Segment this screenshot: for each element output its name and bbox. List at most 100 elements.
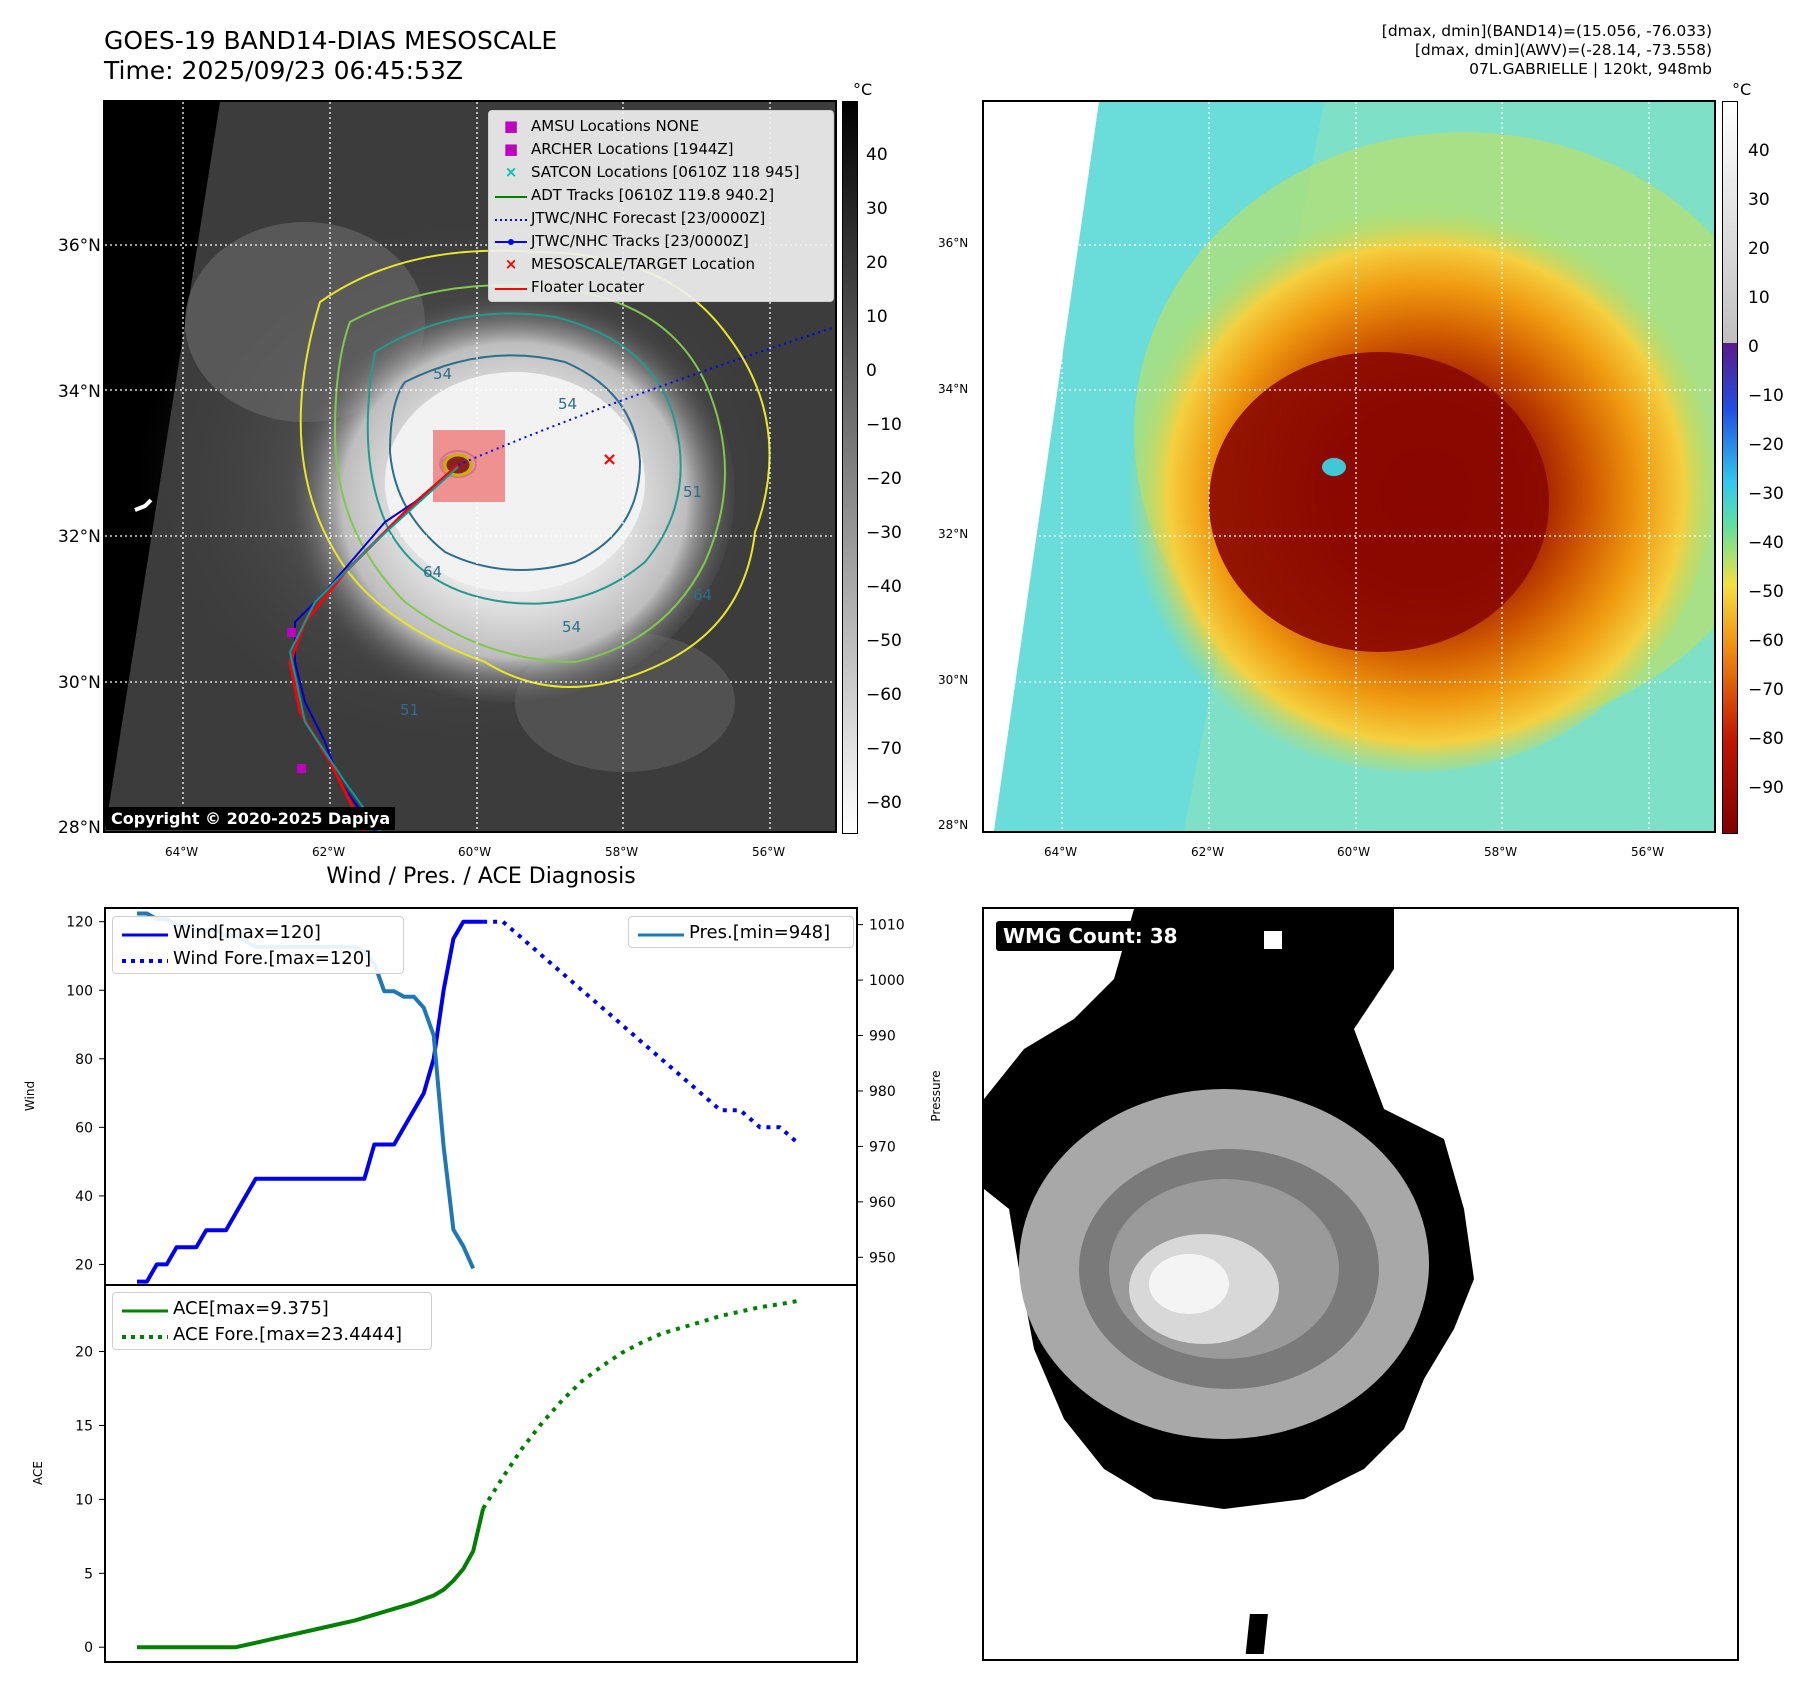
pressure-tick-label: 950 [869, 1250, 896, 1266]
adt-line-icon [491, 186, 531, 204]
pressure-tick-label: 970 [869, 1139, 896, 1155]
gray-colorbar-tick-11: −70 [866, 739, 902, 759]
info-line-1: [dmax, dmin](BAND14)=(15.056, -76.033) [1381, 22, 1712, 40]
ace-line-icon [117, 1298, 173, 1319]
color-colorbar-tick-2: 20 [1748, 239, 1770, 259]
wmg-count-label: WMG Count: 38 [996, 921, 1185, 951]
legend-item-tracks: JTWC/NHC Tracks [23/0000Z] [491, 229, 831, 252]
ace-ticks: 0 5 10 15 20 [75, 1345, 105, 1656]
floater-line-icon [491, 278, 531, 296]
archer-marker-icon: ■ [503, 139, 519, 158]
wind-panel-series-1 [483, 919, 801, 1147]
color-colorbar-tick-3: 10 [1748, 288, 1770, 308]
color-colorbar-unit: °C [1732, 80, 1752, 99]
legend-item-target: × MESOSCALE/TARGET Location [491, 252, 831, 275]
color-colorbar-tick-1: 30 [1748, 190, 1770, 210]
right-lon-tick-62: 62°W [1191, 845, 1225, 859]
contour-label-6: 54 [562, 618, 581, 636]
contour-label-1: 54 [433, 365, 452, 383]
wind-axis-label: Wind [23, 1081, 37, 1111]
ace-axis-label: ACE [31, 1461, 45, 1485]
wind-ticks: 20 40 60 80 100 120 [66, 915, 105, 1273]
wind-tick-label: 80 [75, 1052, 93, 1068]
lon-tick-62: 62°W [312, 845, 346, 859]
contour-label-3: 54 [558, 395, 577, 413]
pressure-tick-label: 1000 [869, 973, 905, 989]
ace-tick-label: 15 [75, 1418, 93, 1434]
color-colorbar-tick-5: −10 [1748, 386, 1784, 406]
wind-tick-label: 60 [75, 1120, 93, 1136]
lon-tick-60: 60°W [458, 845, 492, 859]
legend-item-amsu: ■ AMSU Locations NONE [491, 114, 831, 137]
wind-tick-label: 40 [75, 1189, 93, 1205]
color-colorbar-tick-13: −90 [1748, 778, 1784, 798]
pressure-tick-label: 980 [869, 1084, 896, 1100]
ace-forecast-dotted-icon [117, 1324, 173, 1345]
gray-colorbar-tick-2: 20 [866, 253, 888, 273]
right-lon-tick-58: 58°W [1484, 845, 1518, 859]
wind-panel-series-0 [137, 919, 484, 1284]
lat-tick-28: 28°N [58, 818, 101, 838]
right-lat-tick-34: 34°N [938, 382, 969, 396]
lon-tick-58: 58°W [605, 845, 639, 859]
legend-wind: Wind[max=120] [117, 919, 399, 945]
right-lat-tick-28: 28°N [938, 818, 969, 832]
pressure-axis-label: Pressure [929, 1070, 943, 1121]
gray-colorbar-tick-6: −20 [866, 469, 902, 489]
wmg-image [984, 909, 1474, 1654]
gray-colorbar-tick-1: 30 [866, 199, 888, 219]
gray-colorbar-tick-9: −50 [866, 631, 902, 651]
pressure-tick-label: 990 [869, 1029, 896, 1045]
ace-tick-label: 0 [84, 1640, 93, 1656]
contour-label-7: 51 [400, 701, 419, 719]
map-legend: ■ AMSU Locations NONE ■ ARCHER Locations… [488, 110, 834, 302]
lat-tick-30: 30°N [58, 673, 101, 693]
gray-colorbar-tick-3: 10 [866, 307, 888, 327]
right-lat-tick-36: 36°N [938, 236, 969, 250]
legend-ace-forecast: ACE Fore.[max=23.4444] [117, 1321, 427, 1347]
color-colorbar-tick-6: −20 [1748, 435, 1784, 455]
pressure-ticks: 950 960 970 980 990 1000 1010 [857, 918, 905, 1266]
title-line-1: GOES-19 BAND14-DIAS MESOSCALE [104, 26, 558, 55]
amsu-marker-icon: ■ [503, 116, 519, 135]
gray-colorbar-tick-8: −40 [866, 577, 902, 597]
legend-item-archer: ■ ARCHER Locations [1944Z] [491, 137, 831, 160]
ace-panel-series-0 [137, 1508, 486, 1650]
diagnosis-lines [137, 911, 801, 1650]
legend-ace: ACE[max=9.375] [117, 1295, 427, 1321]
tracks-line-dot-icon [491, 232, 531, 250]
right-lon-tick-56: 56°W [1631, 845, 1665, 859]
gray-colorbar-tick-4: 0 [866, 361, 877, 381]
gray-colorbar-tick-0: 40 [866, 145, 888, 165]
contour-label-4: 64 [693, 586, 712, 604]
svg-text:×: × [602, 449, 617, 470]
legend-item-forecast: JTWC/NHC Forecast [23/0000Z] [491, 206, 831, 229]
color-colorbar [1722, 101, 1738, 834]
ace-panel-frame [104, 1284, 858, 1663]
wind-tick-label: 20 [75, 1257, 93, 1273]
color-colorbar-tick-8: −40 [1748, 533, 1784, 553]
pressure-line-icon [633, 922, 689, 943]
info-line-3: 07L.GABRIELLE | 120kt, 948mb [1469, 60, 1712, 78]
forecast-dotted-line-icon [491, 209, 531, 227]
color-colorbar-tick-4: 0 [1748, 337, 1759, 357]
color-satellite-image [984, 102, 1714, 831]
diagnosis-title: Wind / Pres. / ACE Diagnosis [326, 864, 636, 889]
ace-tick-label: 10 [75, 1492, 93, 1508]
wind-legend: Wind[max=120] Wind Fore.[max=120] [112, 916, 404, 974]
right-lon-tick-60: 60°W [1337, 845, 1371, 859]
wind-tick-label: 100 [66, 983, 93, 999]
wind-tick-label: 120 [66, 915, 93, 931]
legend-item-floater: Floater Locater [491, 275, 831, 298]
grayscale-satellite-panel[interactable]: × 54 64 54 64 51 54 51 ■ AMSU Locations … [103, 100, 837, 833]
color-colorbar-tick-0: 40 [1748, 141, 1770, 161]
gray-colorbar-tick-7: −30 [866, 523, 902, 543]
target-marker-icon: × [504, 254, 518, 273]
wmg-panel[interactable]: WMG Count: 38 [982, 907, 1739, 1661]
right-lon-tick-64: 64°W [1044, 845, 1078, 859]
storm-info: [dmax, dmin](BAND14)=(15.056, -76.033) [… [1382, 22, 1712, 79]
color-satellite-panel[interactable] [982, 100, 1716, 833]
legend-item-adt: ADT Tracks [0610Z 119.8 940.2] [491, 183, 831, 206]
title-line-2: Time: 2025/09/23 06:45:53Z [104, 56, 463, 85]
